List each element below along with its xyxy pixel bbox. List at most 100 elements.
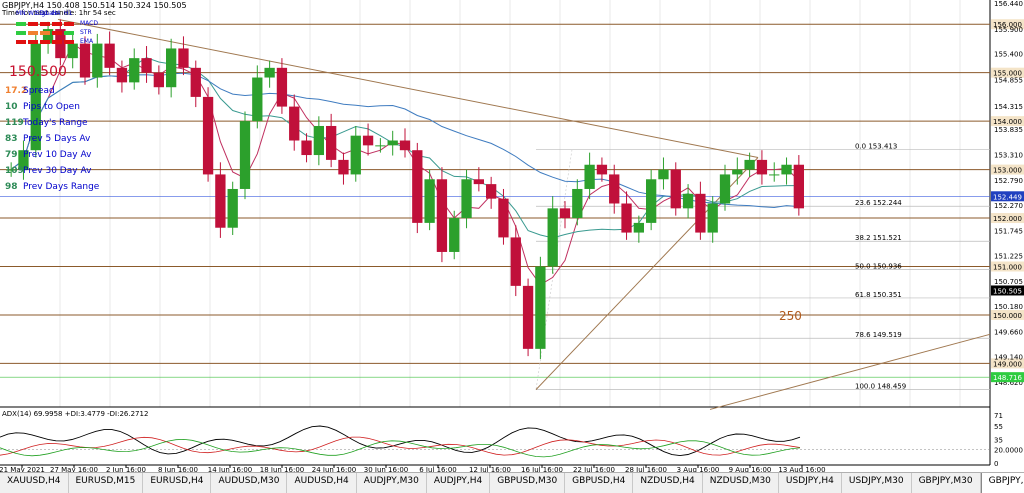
- adx-tick: 55: [994, 423, 1003, 431]
- candle-body: [289, 106, 300, 141]
- level-label: 155.000: [993, 70, 1022, 78]
- candle-body: [412, 150, 423, 223]
- signal-timeframe-label: H1: [64, 10, 73, 17]
- adx-label: ADX(14) 69.9958 +DI:3.4779 -DI:26.2712: [2, 410, 148, 418]
- fib-label: 50.0 150.936: [855, 263, 902, 271]
- symbol-tab[interactable]: AUDUSD,H4: [287, 473, 357, 493]
- signal-cell: [52, 40, 62, 44]
- candle-body: [707, 203, 718, 233]
- stat-value: 109: [5, 166, 24, 176]
- stat-value: 10: [5, 102, 18, 112]
- adx-line: [0, 425, 801, 457]
- symbol-tab[interactable]: EURUSD,H4: [143, 473, 212, 493]
- stat-row: 17.2Spread: [5, 86, 55, 96]
- candle-body: [92, 43, 103, 78]
- level-tag: [991, 116, 1024, 127]
- signal-cell: [52, 22, 62, 26]
- time-label: 12 Jul 16:00: [469, 466, 511, 474]
- signal-cell: [16, 31, 26, 35]
- symbol-tab[interactable]: GBPJPY,M30: [912, 473, 981, 493]
- symbol-tab[interactable]: XAUUSD,H4: [0, 473, 69, 493]
- candle-body: [202, 96, 214, 175]
- time-label: 9 Aug 16:00: [729, 466, 772, 474]
- price-tick: 154.315: [994, 103, 1023, 111]
- candle-body: [338, 159, 349, 175]
- level-tag: [991, 358, 1024, 369]
- symbol-tab[interactable]: USDJPY,H4: [779, 473, 842, 493]
- symbol-tab[interactable]: EURUSD,M15: [69, 473, 144, 493]
- stat-value: 17.2: [5, 86, 28, 96]
- price-tick: 155.400: [994, 50, 1023, 58]
- time-label: 3 Aug 16:00: [677, 466, 720, 474]
- symbol-tab[interactable]: AUDJPY,H4: [427, 473, 491, 493]
- price-tick: 155.900: [994, 26, 1023, 34]
- stat-label: Prev Days Range: [23, 182, 100, 192]
- candle-body: [67, 43, 78, 59]
- price-tick: 153.835: [994, 126, 1023, 134]
- candle-body: [375, 145, 386, 147]
- candle-body: [129, 58, 140, 83]
- candle-body: [449, 218, 460, 252]
- signal-timeframe-label: H4: [52, 10, 61, 17]
- candle-body: [473, 179, 484, 185]
- stat-row: 83 Prev 5 Days Av: [5, 134, 90, 144]
- symbol-tab[interactable]: GBPJPY,H4: [980, 473, 1024, 493]
- signal-timeframe-label: MN: [16, 10, 26, 17]
- price-tick: 151.225: [994, 253, 1023, 261]
- time-label: 2 Jun 16:00: [106, 466, 146, 474]
- signal-cell: [28, 40, 38, 44]
- candle-body: [30, 43, 41, 151]
- signal-cell: [40, 22, 50, 26]
- candle-body: [695, 193, 706, 233]
- level-tag: [991, 309, 1024, 320]
- time-label: 6 Jul 16:00: [419, 466, 457, 474]
- stat-label: Prev 30 Day Av: [23, 166, 92, 176]
- symbol-tab[interactable]: USDJPY,M30: [842, 473, 912, 493]
- candle-body: [646, 179, 657, 223]
- symbol-tab[interactable]: NZDUSD,H4: [633, 473, 703, 493]
- symbol-tab[interactable]: NZDUSD,M30: [703, 473, 779, 493]
- candle-body: [621, 203, 632, 233]
- level-label: 151.000: [993, 263, 1022, 271]
- time-label: 21 May 2021: [0, 466, 45, 474]
- price-tick: 154.855: [994, 77, 1023, 85]
- level-tag: [991, 164, 1024, 175]
- candle-body: [535, 266, 546, 349]
- candle-body: [670, 169, 681, 209]
- green-level-tag: [991, 372, 1024, 383]
- adx-tick: 71: [994, 412, 1003, 420]
- candle-body: [559, 208, 571, 219]
- stat-value: 119: [5, 118, 24, 128]
- candle-body: [6, 169, 17, 171]
- symbol-tab[interactable]: GBPUSD,H4: [565, 473, 634, 493]
- candle-timer: Time for next candle: 1hr 54 sec: [2, 9, 116, 17]
- stat-value: 79: [5, 150, 18, 160]
- fib-label: 78.6 149.519: [855, 331, 902, 339]
- stat-label: Prev 10 Day Av: [23, 150, 92, 160]
- price-tick: 150.705: [994, 278, 1023, 286]
- signal-indicator-label: EMA: [80, 38, 94, 45]
- candle-body: [744, 159, 755, 170]
- signal-indicator-label: STR: [80, 29, 92, 36]
- candle-body: [682, 193, 694, 209]
- level-label: 149.000: [993, 360, 1022, 368]
- time-label: 14 Jun 16:00: [208, 466, 252, 474]
- signal-timeframe-label: D1: [40, 10, 49, 17]
- symbol-tab[interactable]: GBPUSD,M30: [490, 473, 566, 493]
- candle-body: [153, 72, 164, 88]
- symbol-tab[interactable]: AUDUSD,M30: [211, 473, 288, 493]
- candle-body: [190, 67, 201, 97]
- stat-label: Pips to Open: [23, 102, 80, 112]
- time-label: 16 Jul 16:00: [521, 466, 563, 474]
- green-level-label: 148.716: [993, 374, 1022, 382]
- slow-ma-line: [10, 72, 799, 209]
- signal-cell: [40, 31, 50, 35]
- candle-body: [399, 140, 411, 151]
- price-tick: 148.620: [994, 379, 1023, 387]
- symbol-tab[interactable]: AUDJPY,M30: [357, 473, 427, 493]
- candle-body: [522, 285, 534, 349]
- stat-label: Today's Range: [23, 118, 88, 128]
- level-label: 150.000: [993, 312, 1022, 320]
- candle-body: [227, 188, 238, 228]
